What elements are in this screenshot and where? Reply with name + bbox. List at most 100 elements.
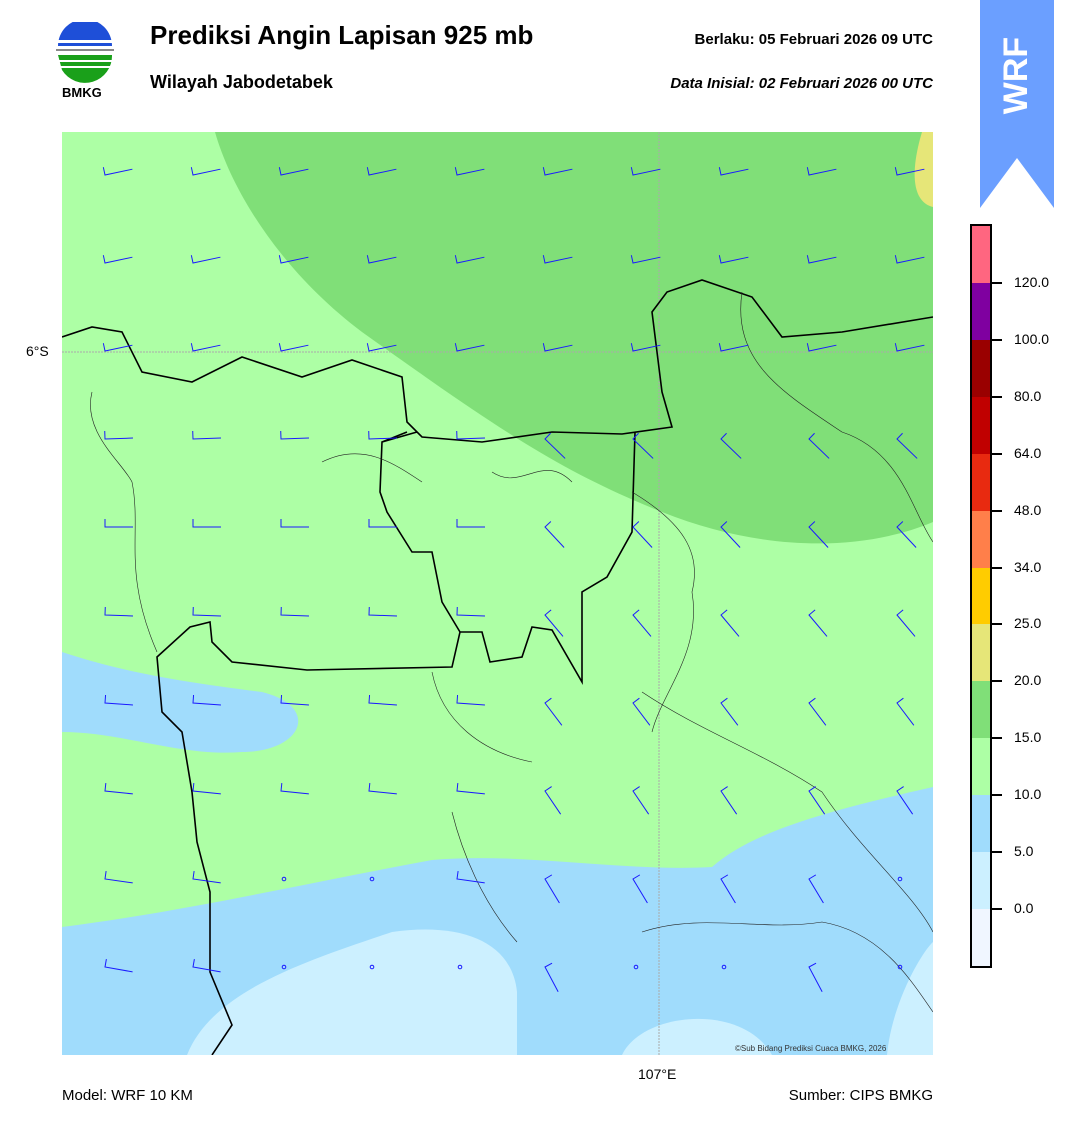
colorbar-label: 100.0 [1014,330,1050,347]
wind-barb [632,521,653,548]
wind-barb [894,167,925,176]
colorbar-segment [972,226,990,283]
wind-barb [806,167,837,176]
wind-barb [190,167,221,176]
calm-wind-marker [281,964,287,970]
wind-barb [192,871,221,884]
wind-barb [280,694,309,706]
colorbar-segment [972,681,990,739]
colorbar-tick [990,452,1002,455]
wind-barb [102,167,133,176]
wind-barb [104,782,133,795]
wind-barb [192,782,221,795]
wind-barb [806,343,837,352]
wind-barb [104,871,133,884]
wind-barb [192,519,221,528]
wind-barb [542,343,573,352]
colorbar-segment [972,453,990,511]
colorbar-segment [972,339,990,397]
colorbar-label: 0.0 [1014,900,1034,917]
wind-barb [456,430,486,440]
colorbar-tick [990,737,1002,740]
colorbar-tick [990,509,1002,512]
wind-barb [720,609,740,637]
wind-barb [278,255,309,264]
wind-barb [544,609,564,637]
wind-barb [632,697,651,726]
wind-barb [544,874,560,904]
colorbar-label: 15.0 [1014,729,1042,746]
wind-barb [632,786,650,815]
wind-barb [102,343,133,352]
wind-barb [280,782,309,795]
wind-barb [632,609,652,637]
wind-barb [456,782,485,795]
valid-time: Berlaku: 05 Februari 2026 09 UTC [694,31,933,48]
wind-barb [808,697,827,726]
colorbar-segment [972,909,990,966]
wind-barb [368,430,398,440]
colorbar-label: 80.0 [1014,387,1042,404]
wind-barb [894,255,925,264]
calm-wind-marker [281,876,287,882]
wind-barb [896,697,915,726]
colorbar-label: 20.0 [1014,672,1042,689]
colorbar [970,224,992,968]
calm-wind-marker [721,964,727,970]
wind-barb [718,167,749,176]
colorbar-tick [990,623,1002,626]
colorbar-tick [990,395,1002,398]
wind-barb [808,874,824,904]
wrf-label: WRF [997,36,1036,114]
wind-barb [192,606,222,617]
calm-wind-marker [457,964,463,970]
wind-barb [718,343,749,352]
wind-barb [808,521,829,548]
wind-barb [544,962,559,992]
colorbar-segment [972,510,990,568]
wind-barb [104,606,134,617]
calm-wind-marker [897,964,903,970]
colorbar-segment [972,795,990,853]
map-title: Prediksi Angin Lapisan 925 mb [150,20,534,50]
wind-barb [278,167,309,176]
wind-barb [280,519,309,528]
colorbar-tick [990,680,1002,683]
wrf-badge: WRF [980,0,1054,208]
calm-wind-marker [897,876,903,882]
wind-barb [368,694,397,706]
model-label: Model: WRF 10 KM [62,1087,193,1104]
colorbar-label: 64.0 [1014,444,1042,461]
colorbar-label: 5.0 [1014,843,1034,860]
wind-barb [544,697,563,726]
wind-barb [808,609,828,637]
wind-barb [280,606,310,617]
wind-15-20-zone [215,132,933,544]
wind-barb [456,519,485,528]
colorbar-label: 10.0 [1014,786,1042,803]
initial-time: Data Inisial: 02 Februari 2026 00 UTC [670,75,933,92]
wind-barb [542,255,573,264]
wind-barb [720,874,736,904]
wind-barbs [102,167,925,992]
wind-map [62,132,933,1055]
wind-barb [896,432,918,459]
calm-wind-marker [369,876,375,882]
wind-barb [456,606,486,617]
colorbar-segment [972,567,990,625]
wind-barb [806,255,837,264]
wind-barb [368,606,398,617]
wind-barb [456,694,485,706]
wind-barb [720,432,742,459]
bmkg-logo [56,22,114,83]
wind-barb [896,521,917,548]
source-label: Sumber: CIPS BMKG [788,1087,933,1104]
colorbar-segment [972,282,990,340]
wind-barb [454,255,485,264]
colorbar-segment [972,624,990,682]
wind-barb [720,521,741,548]
wind-barb [632,432,654,459]
wind-barb [630,343,661,352]
colorbar-tick [990,281,1002,284]
colorbar-label: 48.0 [1014,501,1042,518]
